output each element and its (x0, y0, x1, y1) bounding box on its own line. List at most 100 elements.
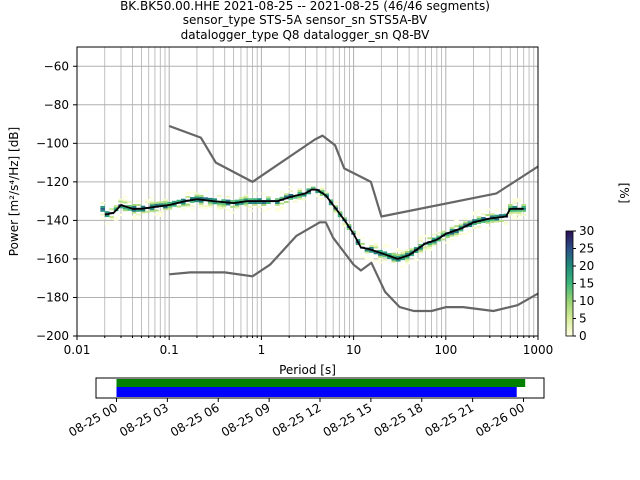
histogram-cell (355, 242, 361, 245)
histogram-cell (413, 247, 419, 250)
histogram-cell (512, 198, 518, 201)
histogram-cell (512, 209, 518, 212)
y-tick-label: −200 (36, 329, 69, 343)
histogram-cell (100, 207, 106, 210)
histogram-cell (275, 198, 280, 201)
histogram-cell (418, 240, 424, 243)
histogram-cell (387, 256, 392, 259)
histogram-cell (279, 191, 285, 194)
histogram-cell (333, 211, 338, 214)
histogram-cell (418, 243, 424, 246)
histogram-cell (266, 196, 271, 199)
histogram-cell (243, 204, 249, 207)
histogram-cell (454, 230, 459, 233)
histogram-cell (364, 257, 370, 260)
histogram-cell (275, 202, 280, 205)
histogram-cell (189, 191, 195, 194)
histogram-cell (463, 223, 468, 226)
histogram-cell (284, 193, 289, 196)
histogram-cell (382, 243, 388, 246)
histogram-cell (239, 197, 244, 200)
histogram-cell (409, 248, 415, 251)
histogram-cell (292, 196, 298, 199)
histogram-cell (521, 205, 527, 208)
histogram-cell (252, 198, 258, 201)
nhnm-curve (168, 124, 539, 218)
x-axis-label: Period [s] (279, 363, 336, 377)
colorbar-tick-label: 5 (579, 312, 587, 326)
histogram-cell (266, 202, 271, 205)
histogram-cell (467, 221, 473, 224)
histogram-cell (476, 216, 482, 219)
histogram-cell (476, 225, 482, 228)
histogram-cell (431, 243, 437, 246)
histogram-cell (243, 198, 249, 201)
histogram-cell (185, 192, 191, 195)
data-coverage-bar (116, 379, 526, 387)
histogram-cell (109, 217, 114, 220)
histogram-cell (378, 261, 383, 264)
histogram-cell (172, 200, 177, 203)
histogram-cell (310, 186, 316, 189)
histogram-cell (266, 207, 271, 210)
histogram-cell (113, 218, 119, 221)
histogram-cell (163, 200, 168, 203)
histogram-cell (400, 252, 406, 255)
histogram-cell (431, 233, 437, 236)
histogram-cell (288, 186, 294, 189)
histogram-cell (167, 201, 173, 204)
time-tick-label: 08-25 00 (66, 400, 120, 439)
histogram-cell (378, 253, 383, 256)
histogram-cell (427, 246, 432, 249)
histogram-cell (234, 205, 240, 208)
histogram-cell (181, 204, 186, 207)
histogram-cell (373, 242, 379, 245)
histogram-cell (490, 221, 495, 224)
histogram-cell (436, 239, 441, 242)
histogram-cell (400, 265, 406, 268)
histogram-cell (306, 188, 312, 191)
histogram-cell (382, 255, 388, 258)
histogram-cell (391, 254, 397, 257)
histogram-cell (472, 223, 477, 226)
histogram-cell (499, 214, 504, 217)
histogram-cell (440, 238, 446, 241)
histogram-cell (485, 221, 491, 224)
histogram-cell (503, 207, 509, 210)
histogram-cell (333, 205, 338, 208)
histogram-cell (149, 204, 155, 207)
histogram-cell (503, 221, 509, 224)
histogram-cell (391, 258, 397, 261)
histogram-cell (507, 213, 513, 216)
histogram-cell (319, 190, 325, 193)
histogram-cell (158, 203, 164, 206)
histogram-cell (449, 238, 455, 241)
histogram-cell (516, 211, 522, 214)
histogram-cell (507, 205, 513, 208)
histogram-cell (404, 258, 410, 261)
histogram-cell (418, 238, 424, 241)
histogram-cell (185, 205, 191, 208)
histogram-cell (207, 205, 213, 208)
histogram-cell (104, 215, 110, 218)
histogram-cell (279, 208, 285, 211)
histogram-cell (485, 214, 491, 217)
histogram-cell (279, 206, 285, 209)
histogram-cell (472, 213, 477, 216)
histogram-cell (503, 213, 509, 216)
histogram-cell (243, 202, 249, 205)
histogram-cell (252, 202, 258, 205)
histogram-cell (481, 217, 486, 220)
histogram-cell (163, 202, 168, 205)
histogram-cell (252, 192, 258, 195)
histogram-cell (445, 236, 450, 239)
histogram-cell (476, 218, 482, 221)
chart-title-line-3: datalogger_type Q8 datalogger_sn Q8-BV (180, 28, 430, 42)
histogram-cell (342, 223, 347, 226)
histogram-cell (301, 198, 307, 201)
histogram-cell (436, 231, 441, 234)
histogram-cell (189, 200, 195, 203)
histogram-cell (373, 244, 379, 247)
histogram-cell (337, 215, 343, 218)
histogram-cell (346, 227, 352, 230)
